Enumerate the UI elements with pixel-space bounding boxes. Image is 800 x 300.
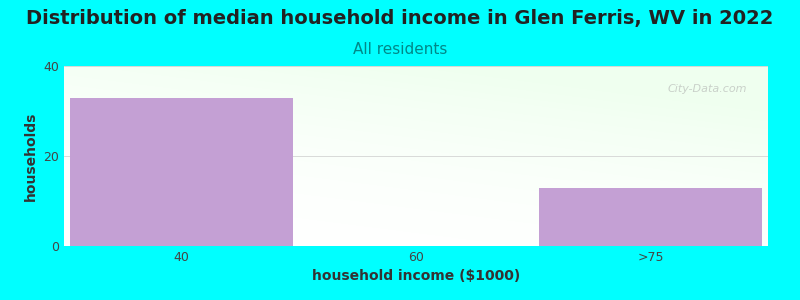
- Y-axis label: households: households: [24, 111, 38, 201]
- Text: City-Data.com: City-Data.com: [667, 84, 747, 94]
- Text: All residents: All residents: [353, 42, 447, 57]
- Bar: [70, 98, 293, 246]
- X-axis label: household income ($1000): household income ($1000): [312, 269, 520, 284]
- Text: Distribution of median household income in Glen Ferris, WV in 2022: Distribution of median household income …: [26, 9, 774, 28]
- Bar: [539, 188, 762, 246]
